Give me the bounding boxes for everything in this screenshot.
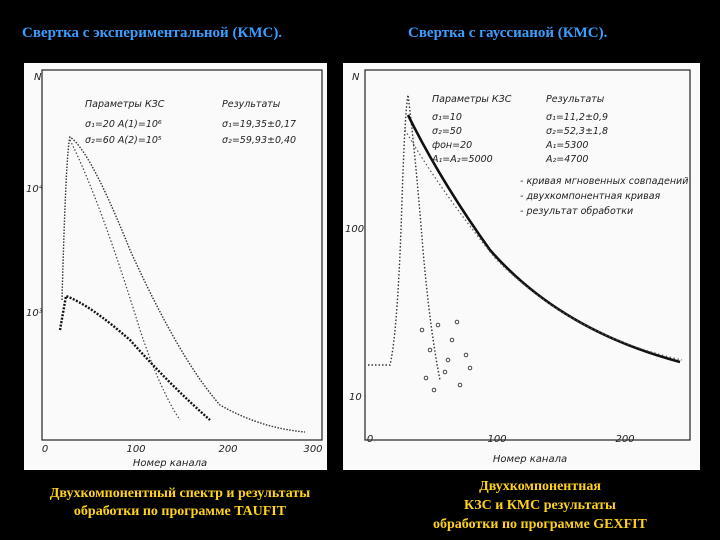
left-title: Свертка с экспериментальной (КМС). [22, 25, 282, 41]
param: σ₁=20 A(1)=10⁶ [85, 119, 162, 130]
x-axis-label: Номер канала [493, 454, 567, 465]
results-heading: Результаты [222, 99, 281, 110]
y-tick-label: 10⁴ [26, 183, 43, 195]
left-figure: N 10⁴ 10³ 0 100 200 300 Номер канала Пар… [24, 63, 327, 470]
result: A₂=4700 [545, 154, 588, 165]
right-title: Свертка с гауссианой (КМС). [408, 25, 608, 41]
x-tick-label: 100 [126, 444, 145, 455]
legend-entry: - результат обработки [520, 206, 633, 217]
legend-entry: - двухкомпонентная кривая [520, 191, 661, 202]
caption-line: Двухкомпонентная [479, 479, 601, 494]
caption-line: обработки по программе GEXFIT [433, 517, 648, 532]
figure-background [343, 63, 700, 470]
result: σ₁=11,2±0,9 [546, 112, 608, 123]
curve-prompt [368, 94, 441, 381]
caption-line: Двухкомпонентный спектр и результаты [50, 486, 310, 501]
x-tick-label: 200 [218, 444, 237, 455]
results-heading: Результаты [546, 94, 605, 105]
curve-two-component [404, 129, 683, 361]
x-tick-label: 200 [615, 434, 634, 445]
result: A₁=5300 [545, 140, 588, 151]
curve-fast [69, 139, 181, 421]
curve-total [61, 135, 306, 433]
x-tick-label: 100 [487, 434, 506, 445]
caption-line: КЗС и КМС результаты [464, 498, 616, 513]
legend-entry: - кривая мгновенных совпадений [520, 176, 688, 187]
params-heading: Параметры КЗС [432, 94, 512, 105]
x-tick-label: 300 [303, 444, 322, 455]
plot-frame [364, 69, 691, 441]
param: σ₂=60 A(2)=10⁵ [85, 135, 162, 146]
plot-frame [41, 69, 323, 441]
y-tick-label: 10³ [26, 308, 43, 319]
param: σ₁=10 [432, 112, 462, 123]
x-axis-label: Номер канала [133, 458, 207, 469]
result: σ₂=52,3±1,8 [546, 126, 608, 137]
params-heading: Параметры КЗС [85, 99, 165, 110]
result: σ₁=19,35±0,17 [222, 119, 296, 130]
y-axis-label: N [352, 72, 360, 83]
x-tick-label: 0 [42, 444, 48, 455]
param: фон=20 [432, 140, 472, 151]
y-tick-label: 10 [349, 392, 362, 403]
curve-second [58, 294, 211, 421]
caption-line: обработки по программе TAUFIT [74, 504, 287, 519]
scatter-points [419, 319, 473, 393]
param: σ₂=50 [432, 126, 462, 137]
y-tick-label: 100 [345, 224, 364, 235]
right-figure: N 100 10 0 100 200 Номер канала Параметр… [343, 63, 700, 470]
result: σ₂=59,93±0,40 [222, 135, 296, 146]
param: A₁=A₂=5000 [431, 154, 493, 165]
figure-background [24, 63, 327, 470]
x-tick-label: 0 [367, 434, 373, 445]
y-axis-label: N [34, 72, 42, 83]
